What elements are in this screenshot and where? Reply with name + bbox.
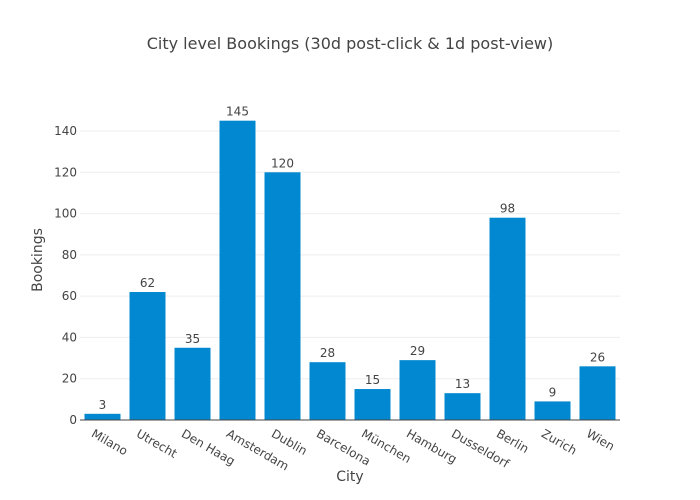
data-labels: 3 62 35 145 120 28 15 29 13 98 9 26: [99, 105, 605, 412]
data-label: 35: [185, 332, 200, 346]
x-tick-label: Milano: [89, 426, 130, 458]
data-label: 62: [140, 276, 155, 290]
bars: [84, 120, 616, 420]
y-tick-label: 40: [62, 330, 77, 344]
chart-title: City level Bookings (30d post-click & 1d…: [146, 34, 554, 53]
data-label: 9: [549, 385, 557, 399]
data-label: 120: [271, 156, 294, 170]
bar-hamburg: [399, 360, 436, 420]
x-tick-label: Zurich: [539, 426, 579, 457]
x-tick-label: Hamburg: [404, 426, 459, 466]
data-label: 145: [226, 105, 249, 119]
y-tick-label: 80: [62, 248, 77, 262]
x-tick-label: Utrecht: [134, 426, 180, 460]
bar-milano: [84, 413, 121, 420]
bar-utrecht: [129, 292, 166, 420]
y-tick-label: 20: [62, 372, 77, 386]
data-label: 3: [99, 398, 107, 412]
bar-amsterdam: [219, 120, 256, 420]
data-label: 26: [590, 350, 605, 364]
bar-berlin: [489, 217, 526, 420]
data-label: 29: [410, 344, 425, 358]
bar-barcelona: [309, 362, 346, 420]
bar-münchen: [354, 389, 391, 420]
y-tick-label: 140: [54, 124, 77, 138]
y-tick-label: 0: [69, 413, 77, 427]
bar-wien: [579, 366, 616, 420]
x-axis-title: City: [336, 469, 363, 485]
y-tick-label: 100: [54, 207, 77, 221]
bar-dusseldorf: [444, 393, 481, 420]
bar-den-haag: [174, 347, 211, 420]
y-tick-label: 60: [62, 289, 77, 303]
data-label: 15: [365, 373, 380, 387]
data-label: 28: [320, 346, 335, 360]
data-label: 13: [455, 377, 470, 391]
data-label: 98: [500, 202, 515, 216]
x-tick-label: Wien: [584, 426, 617, 453]
bar-dublin: [264, 172, 301, 420]
gridlines: [80, 130, 620, 380]
y-axis-title: Bookings: [30, 228, 46, 292]
bar-zurich: [534, 401, 571, 420]
y-tick-labels: 0 20 40 60 80 100 120 140: [54, 124, 77, 427]
y-tick-label: 120: [54, 165, 77, 179]
